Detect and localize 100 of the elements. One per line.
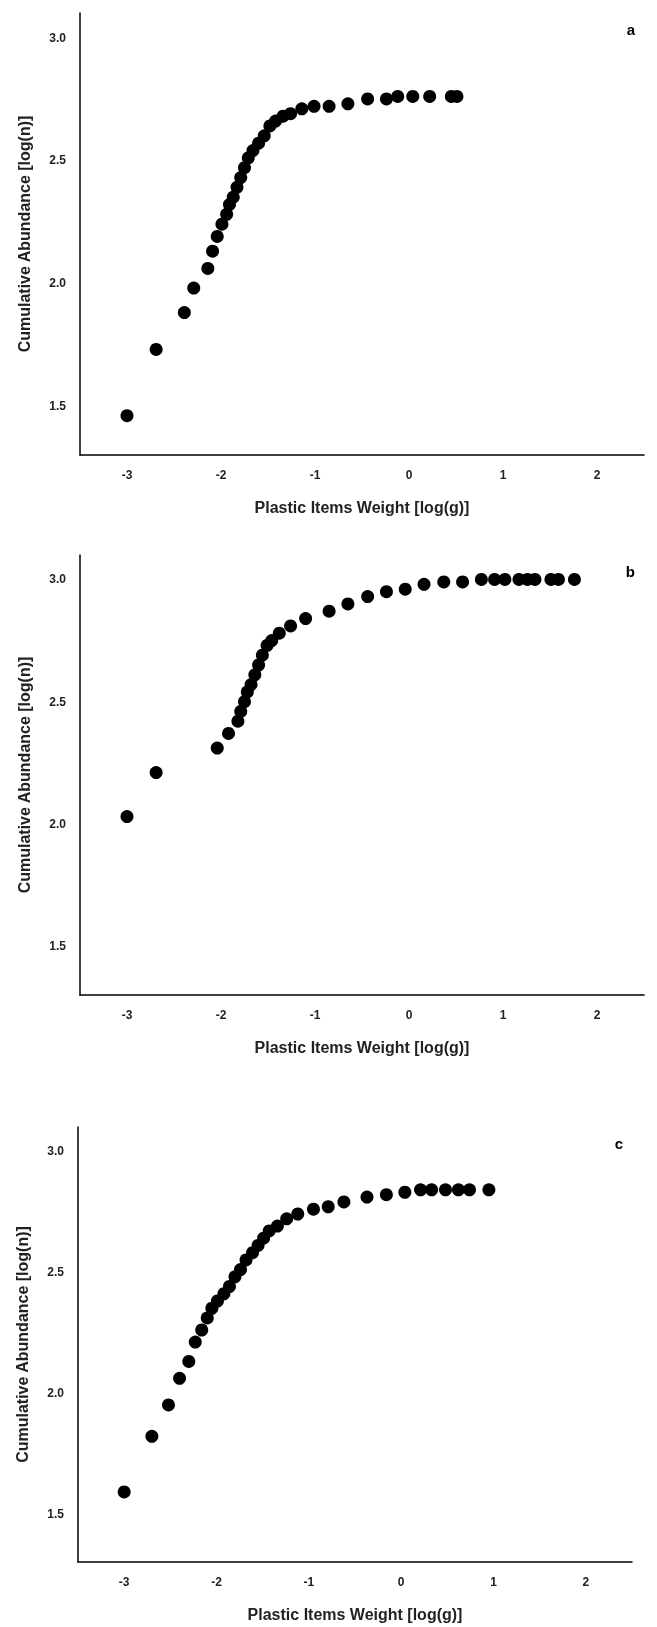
point bbox=[284, 107, 298, 121]
point bbox=[414, 1183, 428, 1197]
x-axis-title: Plastic Items Weight [log(g)] bbox=[247, 1605, 463, 1623]
point bbox=[195, 1323, 209, 1337]
point bbox=[215, 217, 229, 231]
point bbox=[226, 190, 240, 204]
point bbox=[230, 180, 244, 194]
point bbox=[498, 572, 512, 586]
point bbox=[379, 92, 393, 106]
point bbox=[299, 612, 313, 626]
point bbox=[149, 342, 163, 356]
point bbox=[187, 281, 201, 295]
y-tick-label: 2.5 bbox=[49, 694, 67, 709]
point bbox=[145, 1429, 159, 1443]
point bbox=[361, 92, 375, 106]
x-tick-label: -2 bbox=[211, 1575, 223, 1589]
point bbox=[248, 668, 262, 682]
x-tick-label: -3 bbox=[118, 1575, 130, 1589]
point bbox=[182, 1354, 196, 1368]
point bbox=[456, 575, 470, 589]
x-tick-label: 1 bbox=[499, 1008, 507, 1022]
point bbox=[222, 726, 236, 740]
y-tick-label: 1.5 bbox=[49, 398, 67, 413]
point bbox=[306, 1202, 320, 1216]
y-tick-label: 2.0 bbox=[49, 276, 67, 291]
point bbox=[379, 1188, 393, 1202]
y-tick-label: 3.0 bbox=[47, 1144, 65, 1159]
x-tick-label: 0 bbox=[405, 1008, 413, 1022]
point bbox=[206, 244, 220, 258]
point bbox=[322, 99, 336, 113]
point bbox=[391, 89, 405, 103]
point bbox=[210, 229, 224, 243]
point bbox=[234, 1263, 248, 1277]
point bbox=[361, 590, 375, 604]
point bbox=[177, 306, 191, 320]
point bbox=[231, 714, 245, 728]
x-tick-label: 0 bbox=[397, 1575, 405, 1589]
x-tick-label: -1 bbox=[303, 1575, 315, 1589]
point bbox=[295, 102, 309, 116]
point bbox=[120, 810, 134, 824]
point bbox=[255, 648, 269, 662]
point bbox=[439, 1183, 452, 1197]
point bbox=[360, 1190, 374, 1204]
point bbox=[222, 1280, 236, 1293]
point bbox=[270, 1219, 284, 1233]
point bbox=[307, 99, 321, 113]
x-tick-label: -3 bbox=[121, 468, 133, 482]
point bbox=[337, 1195, 351, 1209]
point bbox=[379, 585, 393, 599]
point bbox=[201, 261, 215, 275]
x-axis-title: Plastic Items Weight [log(g)] bbox=[254, 1038, 470, 1056]
point bbox=[341, 597, 355, 611]
text: c bbox=[614, 1135, 623, 1152]
point bbox=[398, 1185, 412, 1199]
x-tick-label: 2 bbox=[582, 1575, 590, 1589]
point bbox=[417, 577, 431, 591]
point bbox=[257, 129, 271, 143]
point bbox=[272, 626, 286, 640]
x-tick-label: 1 bbox=[499, 468, 507, 482]
y-tick-label: 2.5 bbox=[49, 153, 67, 168]
text: b bbox=[625, 563, 636, 580]
y-tick-label: 1.5 bbox=[47, 1506, 65, 1521]
point bbox=[398, 582, 412, 596]
point bbox=[238, 161, 251, 175]
point bbox=[321, 1200, 335, 1214]
point bbox=[437, 575, 451, 589]
y-tick-label: 3.0 bbox=[49, 30, 67, 45]
point bbox=[117, 1485, 131, 1499]
y-tick-label: 2.5 bbox=[47, 1265, 65, 1279]
point bbox=[406, 89, 420, 103]
x-tick-label: -1 bbox=[309, 1008, 321, 1022]
y-tick-label: 1.5 bbox=[49, 939, 67, 954]
point bbox=[567, 572, 581, 586]
x-tick-label: -2 bbox=[215, 1008, 227, 1022]
point bbox=[291, 1207, 305, 1221]
point bbox=[474, 572, 488, 586]
point bbox=[482, 1183, 496, 1197]
x-tick-label: 2 bbox=[593, 468, 601, 482]
y-tick-label: 3.0 bbox=[49, 572, 67, 587]
x-tick-label: 1 bbox=[490, 1575, 498, 1589]
point bbox=[252, 658, 266, 672]
point bbox=[188, 1335, 202, 1349]
point bbox=[284, 619, 298, 633]
y-axis-title: Cumulative Abundance [log(n)] bbox=[15, 656, 33, 894]
x-tick-label: 0 bbox=[405, 468, 413, 482]
y-axis-title: Cumulative Abundance [log(n)] bbox=[15, 115, 33, 353]
point bbox=[451, 1183, 465, 1197]
point bbox=[341, 97, 355, 111]
point bbox=[280, 1212, 294, 1226]
y-tick-label: 2.0 bbox=[47, 1385, 65, 1400]
text: a bbox=[626, 21, 636, 38]
point bbox=[210, 741, 224, 755]
point bbox=[463, 1183, 476, 1197]
x-tick-label: 2 bbox=[593, 1008, 601, 1022]
x-axis-title: Plastic Items Weight [log(g)] bbox=[254, 498, 470, 516]
point bbox=[423, 89, 437, 103]
point bbox=[162, 1398, 175, 1412]
point bbox=[425, 1183, 439, 1197]
x-tick-label: -2 bbox=[215, 468, 227, 482]
x-tick-label: -3 bbox=[121, 1008, 133, 1022]
